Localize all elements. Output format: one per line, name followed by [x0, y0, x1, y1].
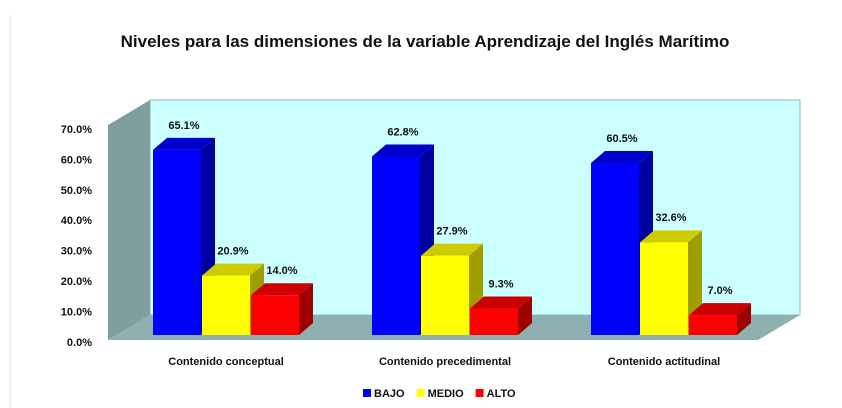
legend-swatch [475, 389, 484, 397]
y-tick-label: 0.0% [67, 337, 92, 349]
legend-label: MEDIO [428, 388, 465, 400]
x-tick-label: Contenido actitudinal [608, 356, 720, 368]
bar-side [299, 283, 313, 335]
legend-label: ALTO [487, 388, 516, 400]
y-tick-label: 30.0% [61, 246, 92, 258]
bar-top [251, 283, 313, 296]
bar-top [372, 144, 434, 157]
side-wall [108, 100, 150, 340]
value-label: 62.8% [387, 126, 418, 138]
bar-front [202, 275, 250, 335]
y-tick-label: 70.0% [61, 124, 92, 136]
y-tick-label: 40.0% [61, 215, 92, 227]
bar-front [689, 315, 737, 335]
bar-side [518, 296, 532, 335]
x-tick-label: Contenido conceptual [168, 356, 284, 368]
legend-swatch [416, 389, 425, 397]
value-label: 14.0% [266, 265, 297, 277]
bar-top [153, 137, 215, 150]
bar-front [470, 308, 518, 335]
bar-front [421, 255, 469, 335]
value-label: 20.9% [217, 245, 248, 257]
bar-top [202, 263, 264, 276]
bar [470, 296, 532, 335]
y-tick-label: 50.0% [61, 185, 92, 197]
value-label: 27.9% [436, 226, 467, 238]
y-tick-label: 10.0% [61, 306, 92, 318]
bar-side [737, 303, 751, 335]
bar [689, 303, 751, 335]
value-label: 65.1% [168, 120, 199, 132]
value-label: 60.5% [606, 133, 637, 145]
bar-top [591, 151, 653, 164]
y-tick-label: 60.0% [61, 154, 92, 166]
bar-front [591, 163, 639, 335]
bar-top [689, 303, 751, 316]
y-tick-label: 20.0% [61, 276, 92, 288]
bar [251, 283, 313, 335]
x-tick-label: Contenido precedimental [379, 356, 511, 368]
bar-front [153, 149, 201, 335]
value-label: 9.3% [488, 278, 513, 290]
legend-swatch [363, 389, 371, 397]
chart-title: Niveles para las dimensiones de la varia… [120, 32, 730, 51]
bar-front [372, 156, 420, 335]
bar-top [470, 296, 532, 309]
bar-front [251, 295, 299, 335]
value-label: 7.0% [707, 285, 732, 297]
bar-top [640, 230, 702, 243]
bar [421, 243, 483, 335]
bar-top [421, 243, 483, 256]
legend-label: BAJO [374, 388, 405, 400]
bar [640, 230, 702, 335]
value-label: 32.6% [655, 212, 686, 224]
bar-front [640, 242, 688, 335]
